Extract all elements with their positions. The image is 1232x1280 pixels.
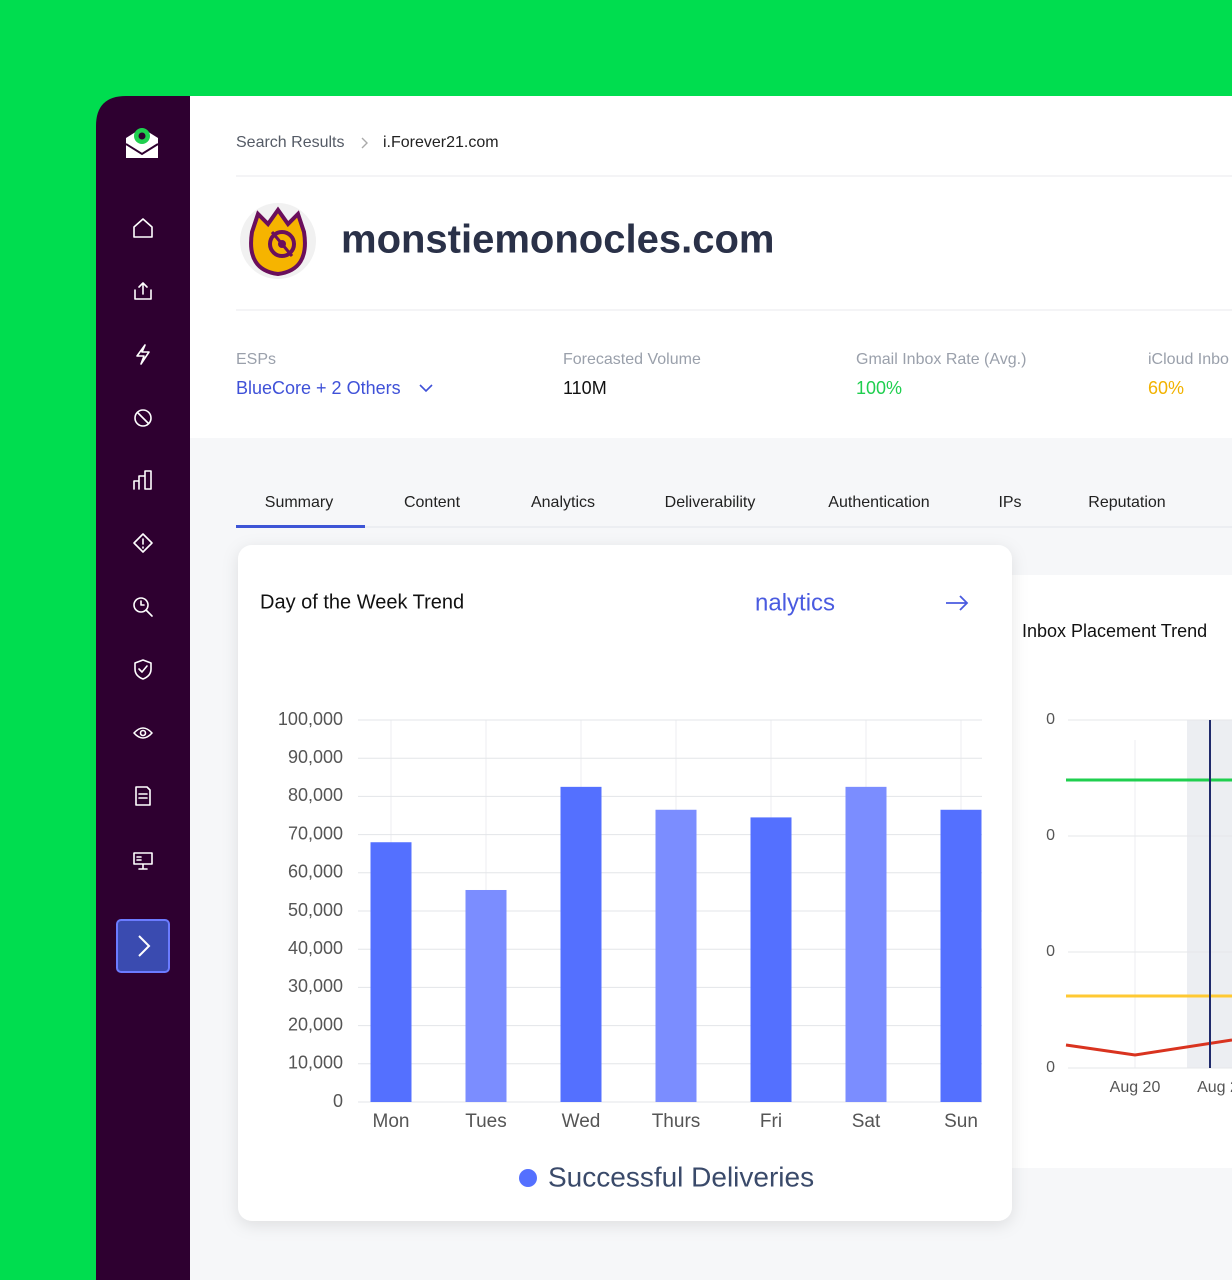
panel-title: Inbox Placement Trend: [1022, 621, 1207, 641]
tab[interactable]: Reputation: [1088, 494, 1165, 511]
bar: [465, 889, 507, 1102]
bar: [940, 809, 982, 1102]
x-tick-label: Mon: [373, 1111, 410, 1132]
x-tick-label: Tues: [465, 1111, 507, 1132]
card: [238, 545, 1012, 1221]
stat-value[interactable]: BlueCore + 2 Others: [236, 378, 401, 398]
card-link[interactable]: nalytics: [755, 589, 835, 616]
tab[interactable]: IPs: [998, 494, 1021, 511]
stat-value: 110M: [563, 378, 607, 398]
stat-value: 60%: [1148, 378, 1184, 398]
y-tick-label: 20,000: [288, 1014, 343, 1034]
y-tick-label: 0: [1046, 711, 1055, 728]
y-tick-label: 0: [1046, 943, 1055, 960]
tab[interactable]: Deliverability: [665, 494, 756, 511]
x-tick-label: Aug 2: [1197, 1079, 1232, 1096]
y-tick-label: 60,000: [288, 862, 343, 882]
card-title: Day of the Week Trend: [260, 591, 464, 613]
bar: [750, 817, 792, 1102]
x-tick-label: Sat: [852, 1111, 881, 1132]
y-tick-label: 10,000: [288, 1053, 343, 1073]
domain-title: monstiemonocles.com: [341, 218, 774, 262]
dropdown-icon[interactable]: [419, 384, 433, 393]
nav-icons[interactable]: [133, 218, 153, 870]
stat-label: Gmail Inbox Rate (Avg.): [856, 351, 1026, 368]
stat-label: Forecasted Volume: [563, 351, 701, 368]
y-tick-label: 0: [1046, 827, 1055, 844]
y-tick-label: 70,000: [288, 823, 343, 843]
x-tick-label: Thurs: [652, 1111, 701, 1132]
expand-icon: [138, 935, 151, 957]
x-tick-label: Wed: [562, 1111, 601, 1132]
arrow-icon[interactable]: [946, 595, 969, 611]
tab[interactable]: Summary: [265, 494, 333, 511]
stat-label: ESPs: [236, 351, 276, 368]
tab[interactable]: Content: [404, 494, 461, 511]
stat-value: 100%: [856, 378, 902, 398]
y-tick-label: 100,000: [278, 709, 343, 729]
y-tick-label: 90,000: [288, 747, 343, 767]
y-tick-label: 50,000: [288, 900, 343, 920]
header: [190, 96, 1232, 438]
stat-label: iCloud Inbo: [1148, 351, 1229, 368]
bar: [370, 842, 412, 1102]
y-tick-label: 80,000: [288, 785, 343, 805]
breadcrumb[interactable]: Search Results: [236, 134, 345, 151]
expand-button[interactable]: [116, 919, 170, 973]
trend-line: [1065, 1038, 1232, 1057]
tab-indicator: [236, 525, 365, 528]
y-tick-label: 30,000: [288, 976, 343, 996]
y-tick-label: 0: [1046, 1059, 1055, 1076]
breadcrumb: i.Forever21.com: [383, 134, 499, 151]
x-tick-label: Aug 20: [1110, 1079, 1161, 1096]
tab[interactable]: Analytics: [531, 494, 595, 511]
logo: [125, 128, 159, 158]
x-tick-label: Sun: [944, 1111, 978, 1132]
y-tick-label: 0: [333, 1091, 343, 1111]
bar: [560, 786, 602, 1102]
bar: [655, 809, 697, 1102]
legend-swatch: [519, 1169, 537, 1187]
x-tick-label: Fri: [760, 1111, 782, 1132]
bar: [845, 786, 887, 1102]
legend-label: Successful Deliveries: [548, 1161, 814, 1192]
tab[interactable]: Authentication: [828, 494, 929, 511]
domain-logo: [240, 203, 316, 279]
breadcrumb-sep: [361, 137, 368, 149]
y-tick-label: 40,000: [288, 938, 343, 958]
